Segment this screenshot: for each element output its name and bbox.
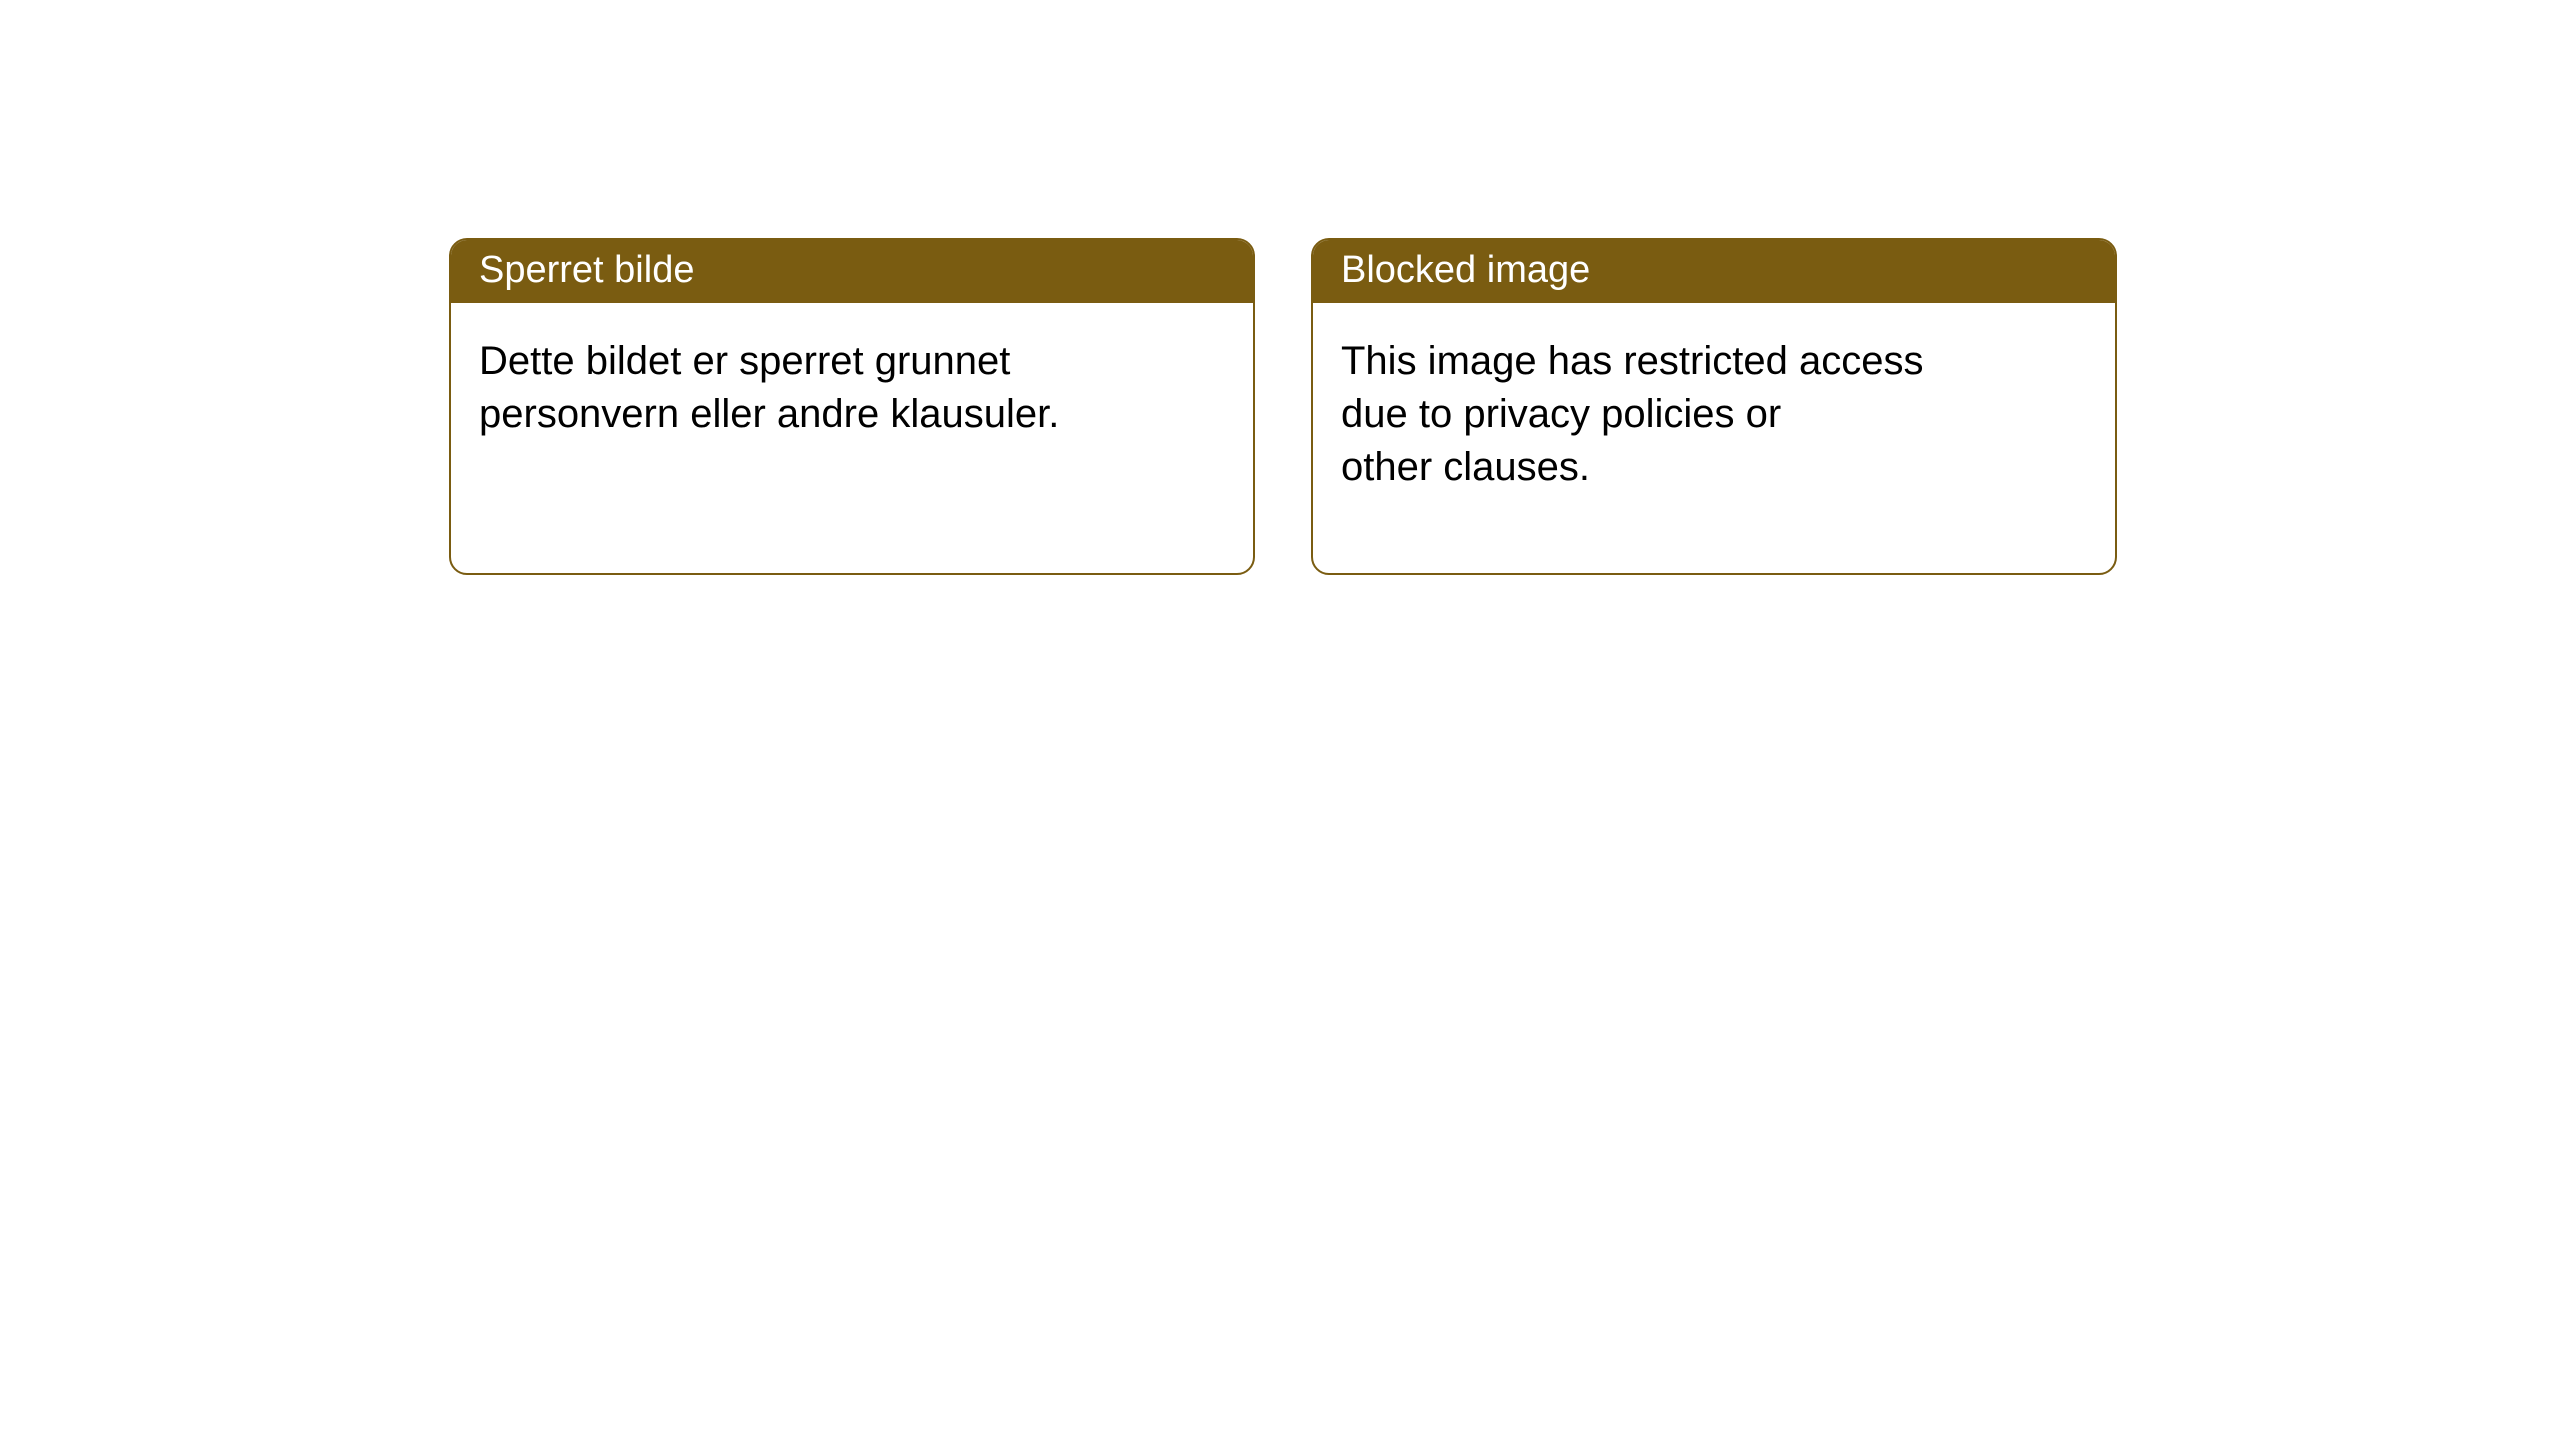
notice-card-norwegian: Sperret bilde Dette bildet er sperret gr… <box>449 238 1255 575</box>
notice-body: Dette bildet er sperret grunnet personve… <box>451 303 1253 473</box>
notice-card-english: Blocked image This image has restricted … <box>1311 238 2117 575</box>
notice-title: Sperret bilde <box>451 240 1253 303</box>
notice-body: This image has restricted access due to … <box>1313 303 2115 525</box>
notice-title: Blocked image <box>1313 240 2115 303</box>
notice-container: Sperret bilde Dette bildet er sperret gr… <box>0 0 2560 575</box>
